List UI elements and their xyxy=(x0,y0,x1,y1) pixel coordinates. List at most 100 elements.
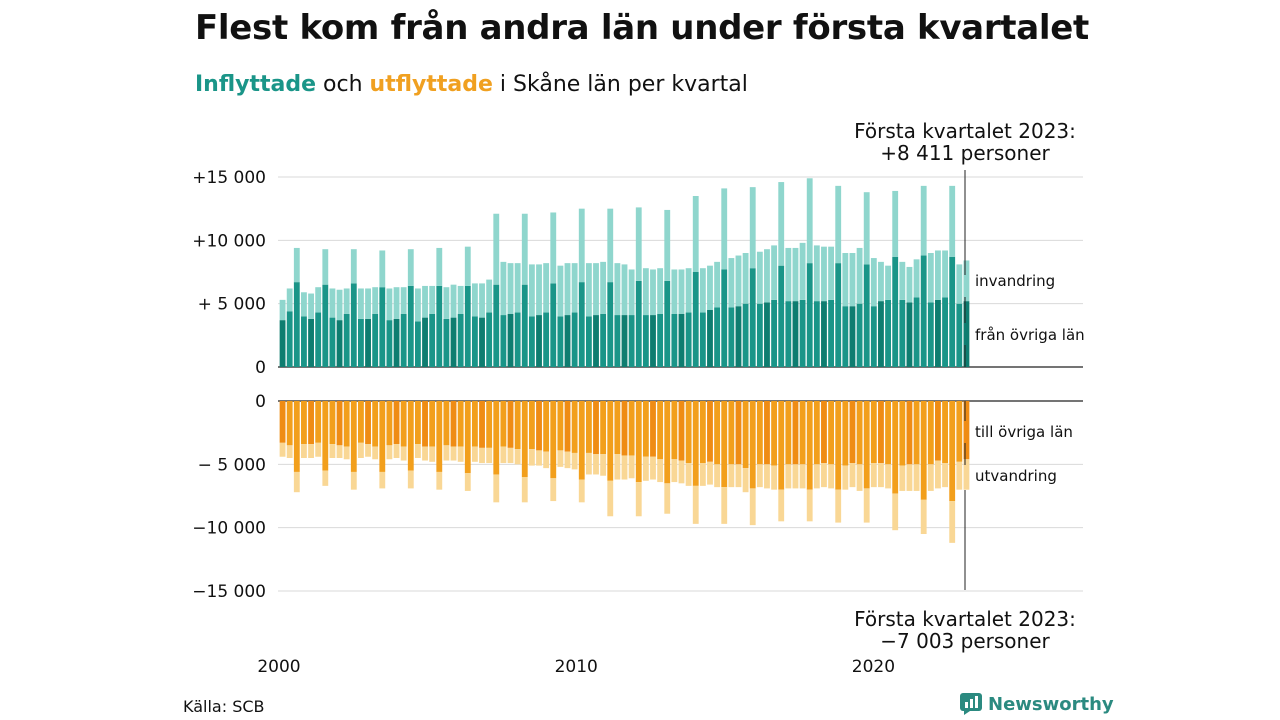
bar-invandring xyxy=(863,192,870,265)
bar-utvandring xyxy=(557,450,564,467)
bar-fran-ovriga-lan xyxy=(885,299,891,367)
subtitle-utflyttade: utflyttade xyxy=(369,72,493,97)
bar-invandring xyxy=(650,269,656,316)
bar-till-ovriga-lan xyxy=(885,401,891,465)
bar-utvandring xyxy=(692,485,699,524)
bar-invandring xyxy=(486,279,493,313)
bar-utvandring xyxy=(785,464,792,489)
bar-invandring xyxy=(771,245,778,300)
bar-utvandring xyxy=(842,465,849,490)
bar-fran-ovriga-lan xyxy=(878,301,884,367)
bar-utvandring xyxy=(935,460,941,489)
bar-utvandring xyxy=(286,445,293,458)
bar-till-ovriga-lan xyxy=(379,401,386,472)
bar-till-ovriga-lan xyxy=(806,401,813,490)
bar-utvandring xyxy=(778,489,785,522)
bar-invandring xyxy=(856,247,863,304)
bar-invandring xyxy=(813,245,820,302)
bar-till-ovriga-lan xyxy=(764,401,770,465)
bar-invandring xyxy=(635,207,642,281)
bar-utvandring xyxy=(707,461,713,485)
bar-fran-ovriga-lan xyxy=(414,321,421,367)
bar-utvandring xyxy=(414,444,421,458)
bar-fran-ovriga-lan xyxy=(642,315,649,367)
bar-till-ovriga-lan xyxy=(735,401,742,465)
series-label: utvandring xyxy=(975,467,1057,485)
bar-fran-ovriga-lan xyxy=(749,268,756,367)
bar-invandring xyxy=(607,208,614,283)
bar-invandring xyxy=(778,182,785,266)
bar-fran-ovriga-lan xyxy=(707,310,713,367)
y-tick-label: +10 000 xyxy=(192,231,266,251)
bar-fran-ovriga-lan xyxy=(821,301,827,367)
bar-fran-ovriga-lan xyxy=(806,263,813,367)
bar-utvandring xyxy=(479,447,485,464)
bar-invandring xyxy=(365,288,371,319)
bar-till-ovriga-lan xyxy=(628,401,635,456)
bar-utvandring xyxy=(578,479,585,503)
bar-fran-ovriga-lan xyxy=(785,301,792,367)
bar-invandring xyxy=(358,288,364,319)
bar-fran-ovriga-lan xyxy=(942,297,948,367)
bar-utvandring xyxy=(856,464,863,491)
bar-utvandring xyxy=(749,488,756,526)
bar-fran-ovriga-lan xyxy=(863,264,870,367)
bar-fran-ovriga-lan xyxy=(308,318,314,367)
chart-subtitle: Inflyttade och utflyttade i Skåne län pe… xyxy=(195,72,748,97)
bar-utvandring xyxy=(450,446,457,461)
bar-invandring xyxy=(557,265,564,317)
bar-fran-ovriga-lan xyxy=(486,312,493,367)
annotation-bottom-line1: Första kvartalet 2023: xyxy=(854,607,1076,631)
bar-utvandring xyxy=(792,464,799,489)
bar-till-ovriga-lan xyxy=(863,401,870,489)
bar-utvandring xyxy=(756,464,763,488)
chart-title: Flest kom från andra län under första kv… xyxy=(195,8,1089,48)
bar-fran-ovriga-lan xyxy=(471,316,478,367)
bar-utvandring xyxy=(885,464,891,489)
bar-invandring xyxy=(756,251,763,304)
bar-fran-ovriga-lan xyxy=(799,299,806,367)
bar-fran-ovriga-lan xyxy=(329,317,336,367)
bar-till-ovriga-lan xyxy=(578,401,585,480)
bar-utvandring xyxy=(699,463,706,486)
bar-till-ovriga-lan xyxy=(600,401,607,455)
bar-invandring xyxy=(692,196,699,272)
bar-fran-ovriga-lan xyxy=(493,284,500,367)
series-label: från övriga län xyxy=(975,326,1085,344)
bar-utvandring xyxy=(892,493,899,531)
bar-fran-ovriga-lan xyxy=(721,269,728,367)
bar-till-ovriga-lan xyxy=(956,401,963,462)
bar-invandring xyxy=(621,264,628,316)
bar-fran-ovriga-lan xyxy=(956,303,963,367)
bar-till-ovriga-lan xyxy=(721,401,728,488)
bar-utvandring xyxy=(429,446,436,462)
bar-till-ovriga-lan xyxy=(614,401,621,455)
bar-till-ovriga-lan xyxy=(621,401,628,456)
y-tick-label: − 5 000 xyxy=(198,455,266,475)
bar-utvandring xyxy=(457,446,464,462)
bar-till-ovriga-lan xyxy=(949,401,956,502)
bar-till-ovriga-lan xyxy=(835,401,842,490)
bar-utvandring xyxy=(315,442,322,457)
bar-fran-ovriga-lan xyxy=(899,299,906,367)
bar-till-ovriga-lan xyxy=(365,401,371,445)
bar-till-ovriga-lan xyxy=(892,401,899,494)
bar-invandring xyxy=(343,288,350,314)
bar-utvandring xyxy=(543,451,550,469)
bar-fran-ovriga-lan xyxy=(514,312,521,367)
bar-invandring xyxy=(714,261,721,308)
bar-invandring xyxy=(450,284,457,318)
bar-till-ovriga-lan xyxy=(514,401,521,450)
bar-invandring xyxy=(913,259,920,298)
bar-till-ovriga-lan xyxy=(813,401,820,465)
bar-utvandring xyxy=(350,471,357,490)
bar-till-ovriga-lan xyxy=(336,401,343,446)
bar-invandring xyxy=(528,264,535,317)
bar-invandring xyxy=(464,246,471,286)
bar-invandring xyxy=(742,253,749,304)
bar-invandring xyxy=(279,299,286,321)
bar-utvandring xyxy=(635,482,642,517)
bar-till-ovriga-lan xyxy=(650,401,656,457)
bar-utvandring xyxy=(585,452,592,475)
source-note: Källa: SCB xyxy=(183,697,265,716)
